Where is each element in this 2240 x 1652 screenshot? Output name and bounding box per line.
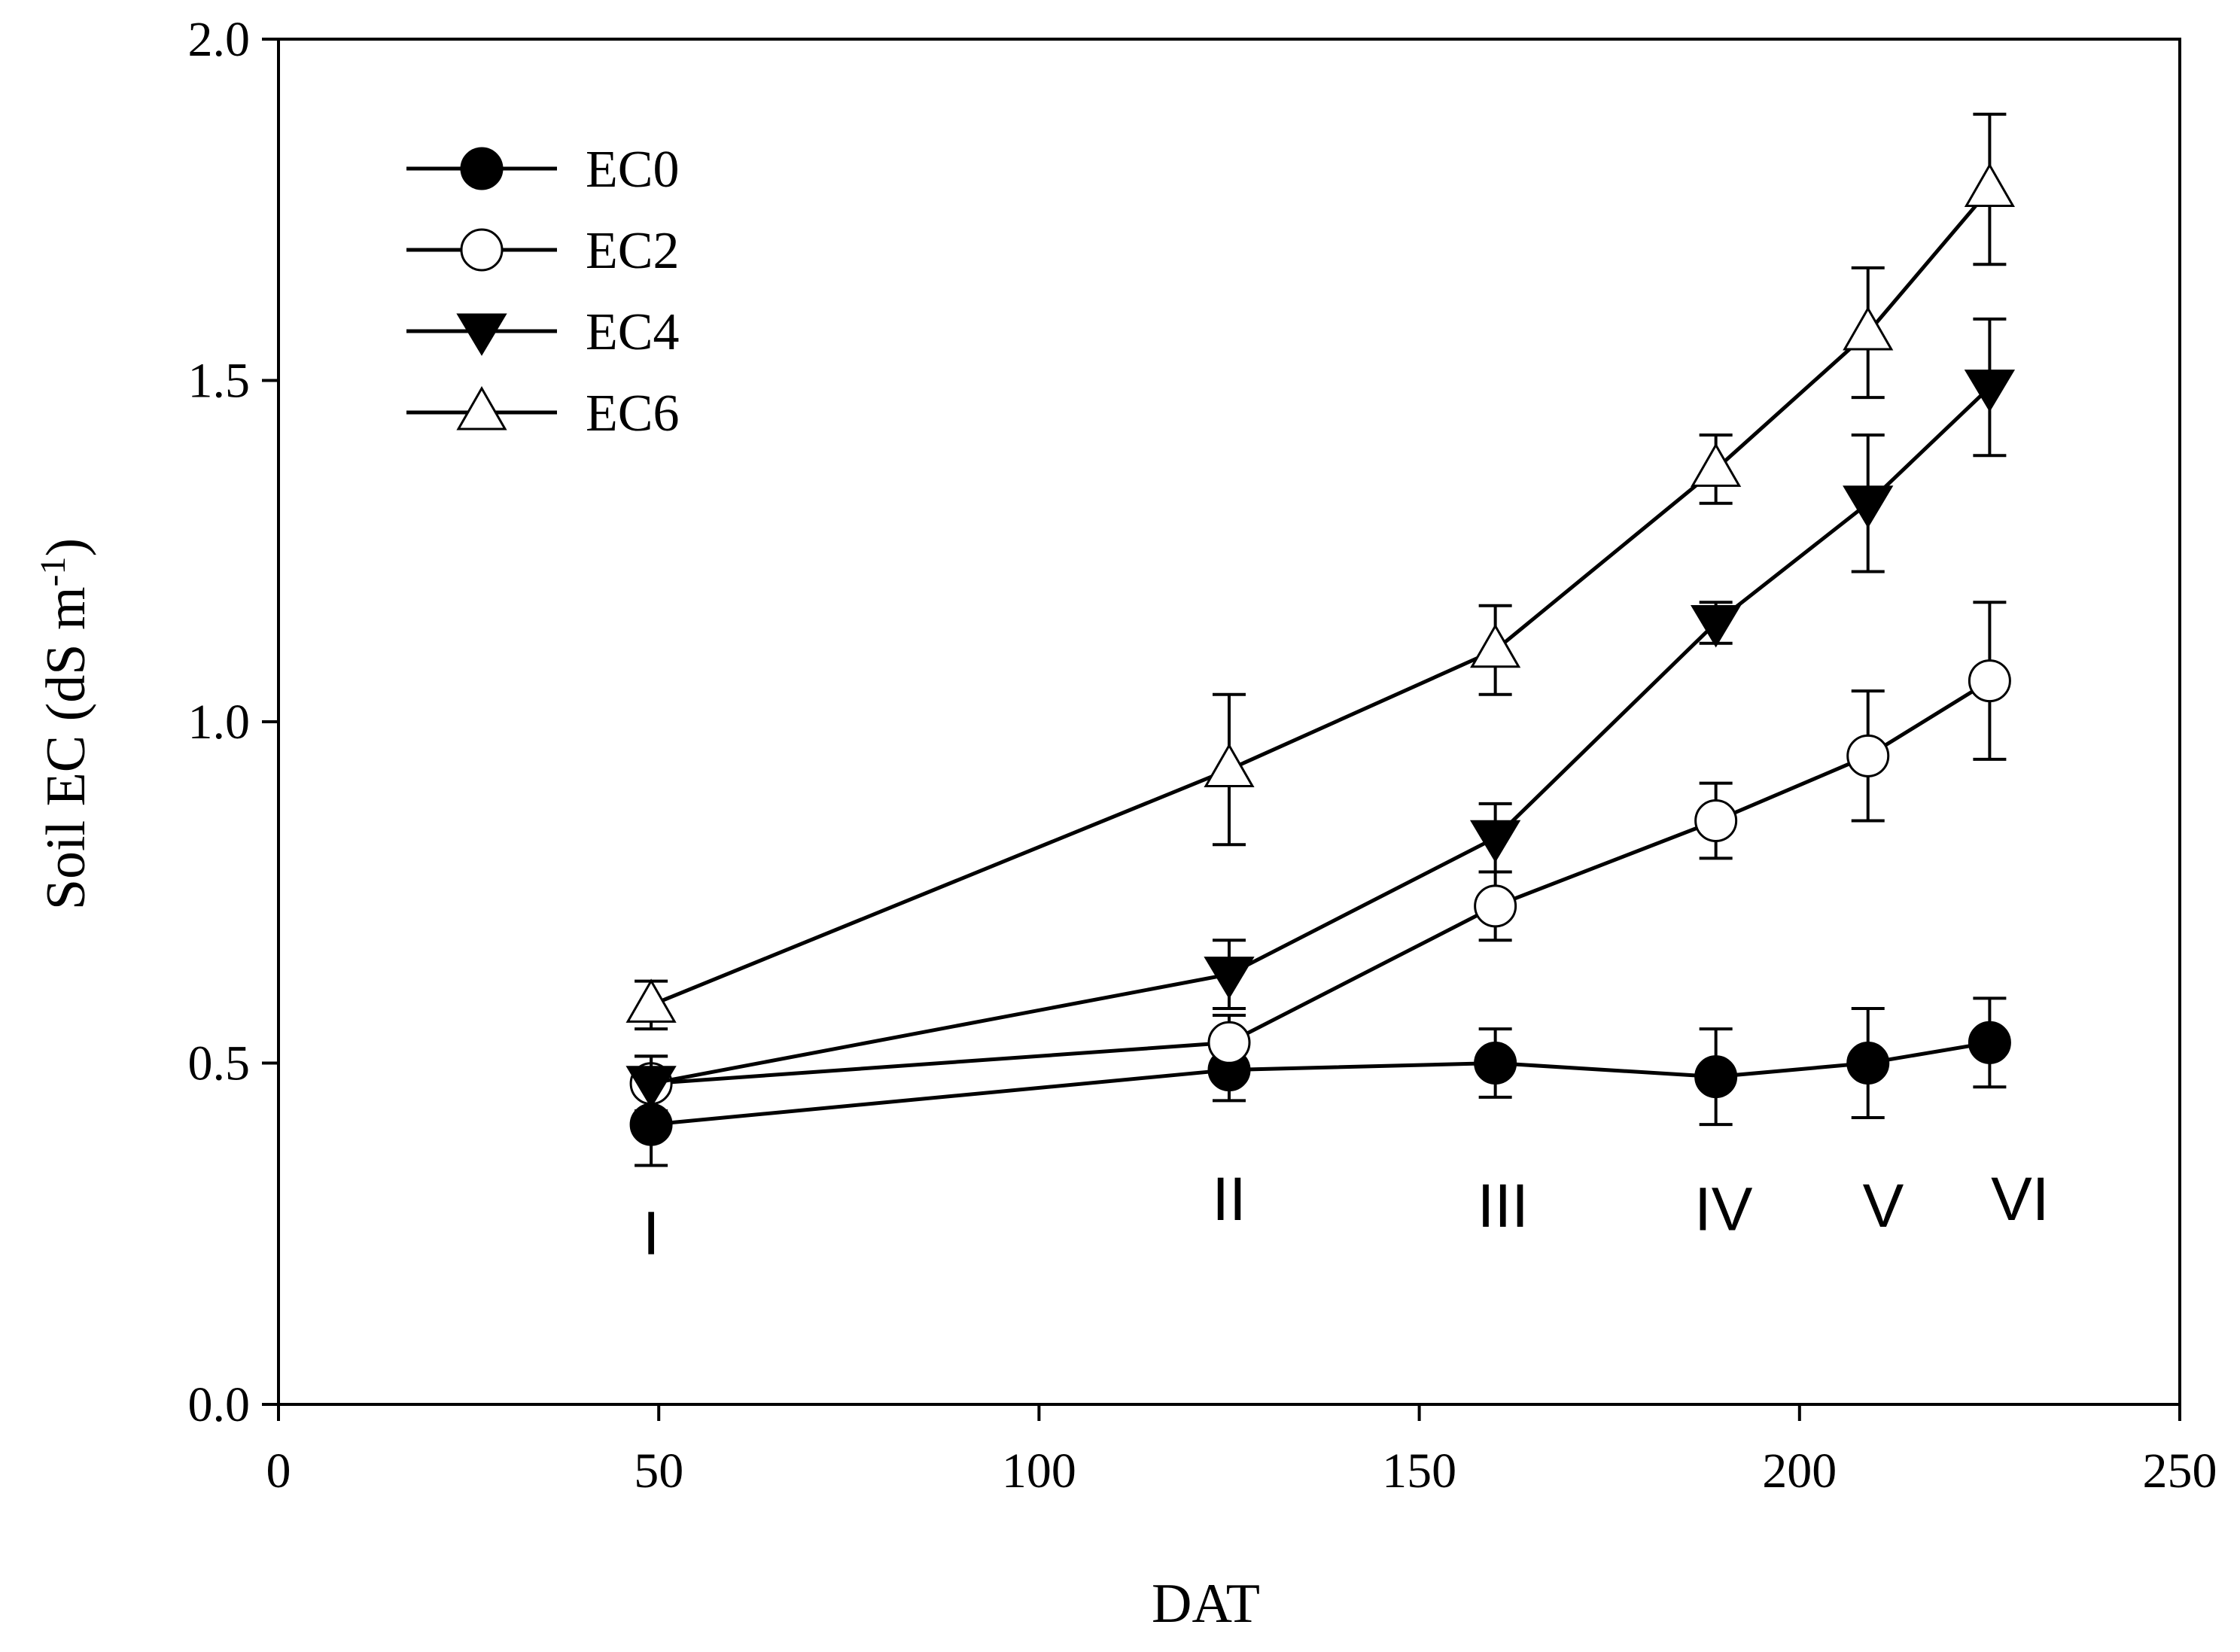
data-point-ec2: [1694, 799, 1738, 843]
y-tick-label: 1.5: [188, 354, 251, 409]
data-point-ec6: [1964, 163, 2015, 208]
legend-label-ec4: EC4: [586, 303, 679, 361]
x-tick-label: 200: [1762, 1444, 1837, 1498]
legend-label-ec2: EC2: [586, 222, 679, 280]
annotation-layer: I II III IV V VI: [643, 1165, 2050, 1267]
data-point-ec6: [1204, 743, 1255, 787]
y-tick-label: 0.5: [188, 1036, 251, 1091]
y-tick-label: 2.0: [188, 12, 251, 67]
data-point-ec2: [1968, 659, 2011, 703]
x-tick-label: 50: [634, 1444, 683, 1498]
legend-marker-ec0: [460, 147, 504, 190]
series-line-ec2: [650, 679, 1991, 1086]
y-axis-title: Soil EC (dS m-1): [33, 538, 97, 910]
stage-label: V: [1863, 1172, 1904, 1240]
data-point-ec4: [1469, 820, 1521, 863]
stage-label: VI: [1991, 1165, 2049, 1234]
legend-label-ec0: EC0: [586, 141, 679, 199]
legend-marker-ec4: [456, 313, 507, 356]
series-line-ec6: [650, 187, 1992, 1007]
data-point-ec6: [625, 978, 677, 1023]
y-axis-title-main: Soil EC (dS m: [35, 586, 97, 910]
legend-label-ec6: EC6: [586, 385, 679, 443]
series-line-ec4: [650, 385, 1992, 1086]
x-tick-label: 150: [1382, 1444, 1456, 1498]
data-point-ec4: [1691, 604, 1742, 648]
data-point-ec0: [1474, 1042, 1517, 1085]
y-axis-title-superscript: -1: [33, 556, 73, 586]
data-point-ec4: [625, 1066, 677, 1109]
data-point-ec6: [1843, 306, 1894, 351]
x-tick-label: 250: [2143, 1444, 2217, 1498]
data-point-ec4: [1204, 957, 1255, 999]
stage-label: I: [643, 1199, 660, 1267]
data-point-ec2: [1474, 884, 1517, 928]
stage-label: II: [1212, 1165, 1246, 1234]
series-ec4: [625, 317, 2016, 1112]
y-axis-title-suffix: ): [35, 538, 97, 557]
y-tick-label: 0.0: [188, 1377, 251, 1432]
data-point-ec6: [1470, 623, 1521, 668]
data-point-ec4: [1964, 370, 2016, 412]
x-tick-label: 0: [266, 1444, 291, 1498]
series-ec6: [625, 112, 2015, 1031]
data-point-ec0: [1846, 1042, 1890, 1085]
stage-label: III: [1478, 1172, 1529, 1240]
x-axis-title: DAT: [1152, 1573, 1260, 1635]
stage-label: IV: [1694, 1176, 1753, 1244]
data-point-ec4: [1843, 485, 1894, 528]
legend: EC0 EC2 EC4 EC6: [406, 141, 679, 443]
data-point-ec0: [1694, 1055, 1738, 1099]
legend-marker-ec2: [460, 228, 504, 272]
axes: 0 50 100 150 200 250 0.0 0.5 1.0 1.5 2.0: [188, 12, 2217, 1498]
x-tick-label: 100: [1002, 1444, 1076, 1498]
data-point-ec0: [1968, 1021, 2011, 1064]
data-point-ec2: [1846, 734, 1890, 777]
series-layer: [625, 112, 2016, 1167]
data-point-ec2: [1207, 1021, 1251, 1064]
y-tick-label: 1.0: [188, 695, 251, 750]
data-point-ec6: [1691, 443, 1742, 487]
legend-marker-ec6: [456, 385, 507, 430]
